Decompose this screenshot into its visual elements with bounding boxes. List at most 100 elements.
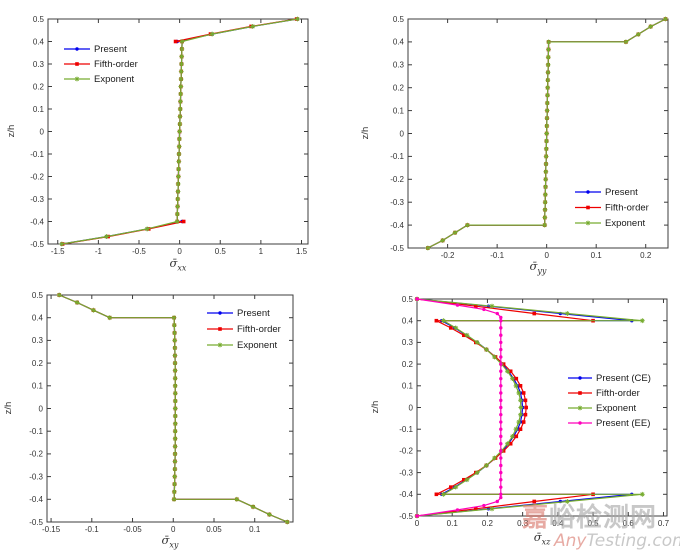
chart-sigma-xx-plot: -1.5 -1 -0.5 0 0.5 1 1.5 0.5 0.4 0.3 0.2 0.1 0 -0.1 -0… (30, 15, 309, 256)
y-tick-label: -0.2 (29, 450, 43, 459)
marker-star (209, 31, 215, 37)
sigma-symbol: σ̄ (529, 259, 538, 273)
marker-star (172, 398, 178, 404)
marker-star (542, 215, 548, 220)
marker-star (172, 458, 178, 464)
legend-label: Exponent (94, 74, 135, 85)
marker-star (518, 405, 524, 410)
legend-label: Exponent (605, 218, 646, 229)
marker-star (177, 114, 183, 119)
marker-star (172, 421, 178, 427)
marker-star (505, 368, 510, 374)
y-tick-label: -0.5 (30, 240, 44, 249)
y-tick-label: -0.1 (30, 150, 44, 159)
marker-dot (499, 333, 503, 337)
marker-star (176, 159, 182, 164)
marker-square (578, 391, 582, 395)
marker-star (542, 192, 548, 198)
marker-star (516, 390, 522, 396)
marker-star (177, 106, 183, 112)
x-tick-label: 0.1 (249, 525, 261, 534)
marker-star (465, 222, 470, 228)
marker-star (545, 85, 551, 91)
marker-star (176, 151, 182, 157)
x-tick-label: 1 (259, 247, 264, 256)
marker-dot (499, 362, 503, 366)
marker-square (521, 420, 526, 424)
marker-star (175, 196, 181, 202)
y-tick-label: 0.5 (33, 15, 45, 24)
marker-star (172, 436, 178, 442)
legend-label: Exponent (596, 403, 637, 414)
marker-star (144, 226, 150, 232)
sigma-subscript: xx (177, 263, 187, 273)
marker-dot (499, 485, 503, 489)
marker-star (639, 318, 645, 324)
marker-star (564, 311, 570, 316)
marker-square (521, 391, 526, 395)
y-tick-label: 0.4 (32, 314, 44, 323)
marker-star (489, 506, 495, 512)
marker-dot (499, 340, 503, 345)
sigma-subscript: xy (169, 540, 179, 550)
x-tick-label: 0.2 (640, 251, 652, 260)
legend: Present (CE) Fifth-order Exponent Present (… (568, 373, 651, 429)
marker-dot (499, 492, 503, 496)
series-fifth-order (415, 297, 595, 518)
marker-star (635, 31, 641, 37)
marker-star (176, 144, 182, 149)
marker-square (462, 477, 466, 482)
marker-star (542, 222, 548, 228)
marker-dot (455, 303, 460, 307)
marker-star (518, 412, 523, 418)
marker-star (545, 62, 551, 68)
marker-dot (499, 470, 503, 475)
marker-star (577, 405, 583, 411)
marker-star (178, 91, 184, 97)
series-exponent (56, 292, 290, 525)
marker-square (518, 427, 523, 431)
y-tick-label: 0.4 (393, 38, 405, 47)
y-tick-label: 0.3 (32, 336, 44, 345)
marker-star (172, 474, 178, 479)
marker-star (177, 121, 183, 127)
marker-star (648, 24, 654, 29)
marker-star (178, 99, 183, 104)
y-tick-label: -0.3 (390, 198, 404, 207)
legend-item: Present (EE) (568, 418, 650, 429)
legend-label: Present (EE) (596, 418, 650, 429)
x-tick-label: 0.6 (623, 519, 635, 528)
y-tick-label: 0.4 (402, 317, 414, 326)
series-exponent (59, 16, 300, 247)
x-tick-label: 0.5 (587, 519, 599, 528)
x-tick-label: -0.2 (441, 251, 455, 260)
legend-item: Exponent (64, 74, 135, 85)
marker-star (513, 426, 519, 432)
marker-square (434, 492, 439, 497)
marker-dot (586, 190, 590, 194)
marker-dot (578, 421, 582, 425)
legend-item: Present (CE) (568, 373, 651, 384)
marker-star (178, 76, 184, 82)
y-axis-label: z/h (3, 401, 14, 415)
marker-star (295, 16, 300, 22)
x-axis-label: σ̄yy (408, 259, 668, 275)
y-tick-label: 0.5 (32, 291, 44, 300)
marker-dot (218, 311, 222, 315)
marker-star (441, 491, 446, 497)
legend-label: Fifth-order (596, 388, 640, 399)
marker-dot (499, 463, 503, 468)
series-present-ee (415, 297, 503, 518)
chart-sigma-xy-plot: -0.15 -0.1 -0.05 0 0.05 0.1 0.5 0.4 0.3 0.2 0.1 0 -0… (29, 291, 294, 534)
marker-star (542, 199, 548, 205)
y-tick-label: -0.3 (399, 468, 413, 477)
marker-dot (499, 376, 503, 381)
marker-square (434, 318, 439, 323)
marker-dot (495, 311, 499, 316)
marker-star (234, 496, 240, 502)
marker-star (178, 69, 184, 74)
marker-star (217, 342, 223, 348)
y-tick-label: 0.2 (393, 84, 405, 93)
marker-star (172, 413, 178, 419)
